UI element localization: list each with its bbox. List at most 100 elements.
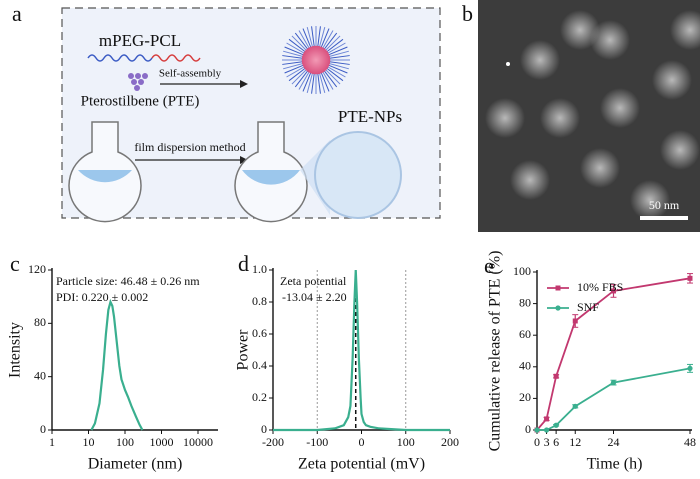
x-axis-label: Time (h) (587, 456, 643, 473)
chain (282, 55, 303, 59)
legend-label: 10% FBS (577, 280, 623, 294)
chain (327, 66, 346, 78)
particle (520, 40, 560, 80)
chain (320, 28, 330, 48)
particle (485, 98, 525, 138)
y-axis-label: Intensity (7, 322, 24, 378)
x-tick-label: 12 (569, 435, 581, 449)
y-tick-label: 60 (519, 327, 531, 341)
core (301, 45, 331, 75)
y-tick-label: 0 (525, 422, 531, 436)
chain (320, 72, 330, 92)
chain (325, 69, 341, 85)
x-axis-label: Diameter (nm) (88, 456, 183, 473)
chain (328, 64, 348, 74)
x-tick-label: 1 (49, 435, 55, 449)
arrow-head (240, 156, 248, 164)
x-tick-label: 200 (441, 435, 459, 449)
chain (286, 66, 305, 78)
y-tick-label: 0 (261, 422, 267, 436)
marker (544, 416, 550, 422)
y-tick-label: 80 (519, 295, 531, 309)
chain (323, 70, 338, 88)
particle (560, 10, 600, 50)
chain (319, 27, 326, 47)
panel-label: e (484, 253, 494, 278)
x-tick-label: 100 (116, 435, 134, 449)
chain (283, 50, 303, 57)
chain (288, 67, 306, 82)
x-tick-label: 1000 (150, 435, 174, 449)
y-axis-label: Cumulative release of PTE (%) (487, 251, 504, 452)
line (536, 277, 691, 431)
marker (572, 403, 578, 409)
chain (323, 32, 338, 50)
flask-right (234, 121, 308, 223)
annotation: PDI: 0.220 ± 0.002 (56, 290, 148, 304)
peg-chain (87, 54, 153, 62)
marker (687, 365, 693, 371)
chain (302, 72, 312, 92)
annotation: -13.04 ± 2.20 (282, 290, 347, 304)
marker (553, 373, 559, 379)
panel-label: b (462, 1, 473, 26)
annotation: Zeta potential (280, 274, 347, 288)
chain (317, 26, 321, 47)
marker (543, 427, 550, 433)
legend-label: SNF (577, 300, 599, 314)
y-tick-label: 80 (34, 315, 46, 329)
chain (325, 35, 341, 51)
particle (600, 88, 640, 128)
chain (288, 38, 306, 53)
chain (291, 69, 307, 85)
x-tick-label: 24 (608, 435, 620, 449)
chain (284, 64, 304, 74)
flask-left (68, 121, 142, 223)
product-label: PTE-NPs (338, 107, 402, 126)
chain (311, 26, 315, 47)
nanoparticles (485, 10, 700, 220)
chain (329, 50, 349, 57)
chain (329, 61, 350, 65)
y-tick-label: 0.8 (252, 294, 267, 308)
panel-label: c (10, 251, 20, 276)
process-label: Self-assembly (159, 68, 222, 80)
x-tick-label: 0 (359, 435, 365, 449)
chain (306, 73, 313, 93)
chain (284, 46, 304, 56)
pcl-chain (151, 54, 201, 62)
line (273, 269, 450, 432)
x-tick-label: -200 (262, 435, 284, 449)
chain (329, 55, 350, 59)
drug-label: Pterostilbene (PTE) (81, 93, 200, 109)
arrow-head (240, 80, 248, 88)
marker (687, 275, 693, 281)
y-tick-label: 1.0 (252, 262, 267, 276)
chain (311, 73, 315, 94)
x-tick-label: 0 (534, 435, 540, 449)
x-tick-label: 48 (684, 435, 696, 449)
y-tick-label: 40 (34, 368, 46, 382)
chain (298, 30, 310, 49)
zoom-circle (314, 131, 402, 219)
x-tick-label: 10 (83, 435, 95, 449)
chain (306, 27, 313, 47)
chain (302, 28, 312, 48)
y-tick-label: 40 (519, 359, 531, 373)
x-tick-label: 3 (544, 435, 550, 449)
particle (670, 10, 700, 50)
marker (553, 422, 559, 428)
chain (327, 42, 346, 54)
marker (572, 318, 578, 324)
line (537, 367, 691, 431)
chain (319, 73, 326, 93)
legend-marker (555, 285, 561, 291)
marker (534, 427, 540, 433)
x-tick-label: -100 (306, 435, 328, 449)
polymer-label: mPEG-PCL (99, 31, 181, 50)
chain (298, 71, 310, 90)
y-axis-label: Power (235, 329, 252, 371)
chain (294, 70, 309, 88)
x-tick-label: 10000 (183, 435, 213, 449)
